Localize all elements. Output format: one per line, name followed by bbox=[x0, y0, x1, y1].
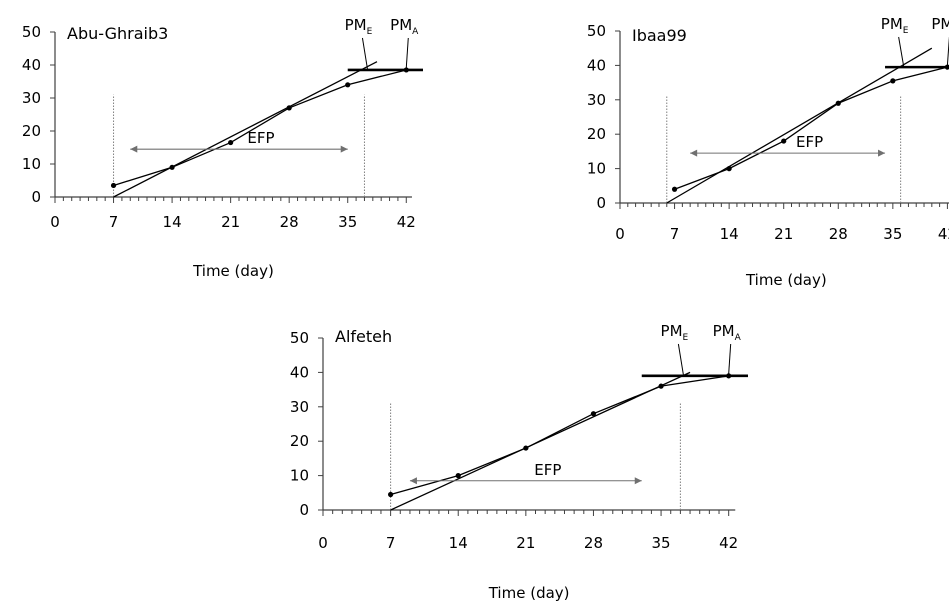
x-tick-label: 21 bbox=[221, 213, 240, 231]
data-series-line bbox=[674, 66, 948, 190]
pm-e-pointer bbox=[898, 36, 905, 67]
data-point bbox=[228, 139, 234, 146]
data-series-line bbox=[390, 375, 729, 496]
x-tick-label: 14 bbox=[720, 225, 739, 243]
pm-a-pointer bbox=[728, 343, 732, 374]
data-point bbox=[781, 138, 787, 144]
efp-arrowhead-right bbox=[340, 145, 348, 153]
pm-a-pointer bbox=[405, 37, 409, 68]
pm-a-label-subscript: A bbox=[412, 27, 419, 37]
y-tick-label: 50 bbox=[22, 23, 41, 41]
data-series-line bbox=[113, 69, 407, 187]
regression-line bbox=[113, 61, 378, 198]
x-tick-label: 42 bbox=[938, 225, 949, 243]
y-tick-label: 0 bbox=[31, 188, 41, 206]
x-tick-label: 0 bbox=[615, 225, 625, 243]
x-tick-label: 42 bbox=[397, 213, 416, 231]
efp-label: EFP bbox=[534, 461, 561, 479]
regression-line bbox=[390, 371, 691, 511]
pm-e-label-subscript: E bbox=[903, 26, 909, 36]
y-tick-label: 40 bbox=[587, 56, 606, 74]
pm-e-label: PME bbox=[881, 15, 909, 36]
chart-title: Alfeteh bbox=[335, 327, 392, 346]
efp-arrowhead-right bbox=[878, 149, 886, 157]
regression-line bbox=[666, 47, 933, 204]
data-point bbox=[110, 182, 117, 189]
x-axis-title: Time (day) bbox=[488, 584, 570, 602]
pm-e-pointer bbox=[361, 37, 368, 70]
x-tick-label: 21 bbox=[516, 534, 535, 552]
pm-e-label-subscript: E bbox=[367, 27, 373, 37]
efp-arrowhead-right bbox=[634, 477, 642, 485]
x-tick-label: 0 bbox=[318, 534, 328, 552]
chart-title: Abu-Ghraib3 bbox=[67, 24, 168, 43]
y-tick-label: 0 bbox=[596, 194, 606, 212]
data-point bbox=[890, 78, 896, 84]
x-tick-label: 14 bbox=[449, 534, 468, 552]
x-tick-label: 0 bbox=[50, 213, 60, 231]
x-tick-label: 42 bbox=[719, 534, 738, 552]
pm-a-label: PMA bbox=[713, 322, 742, 343]
efp-arrowhead-left bbox=[130, 145, 138, 153]
chart-panel-1: 0 7 14 21 28 35 42 0 10 20 30 40 50 Abu-Ghraib3 Time (… bbox=[22, 16, 423, 280]
x-tick-label: 7 bbox=[386, 534, 396, 552]
y-tick-label: 30 bbox=[587, 91, 606, 109]
chart-panel-2: 0 7 14 21 28 35 42 0 10 20 30 40 50 Ibaa99 Time (day) E… bbox=[587, 15, 949, 289]
pm-e-label-subscript: E bbox=[683, 333, 689, 343]
data-point bbox=[388, 491, 394, 498]
x-tick-label: 14 bbox=[163, 213, 182, 231]
x-tick-label: 7 bbox=[670, 225, 680, 243]
y-tick-label: 0 bbox=[299, 501, 309, 519]
pm-e-label: PME bbox=[345, 16, 373, 37]
pm-e-label: PME bbox=[661, 322, 689, 343]
y-tick-label: 10 bbox=[22, 155, 41, 173]
y-tick-label: 20 bbox=[22, 122, 41, 140]
efp-arrowhead-left bbox=[690, 149, 698, 157]
x-axis-title: Time (day) bbox=[745, 271, 827, 289]
chart-panel-3: 0 7 14 21 28 35 42 0 10 20 30 40 50 Alfeteh Time (day)… bbox=[290, 322, 748, 602]
efp-label: EFP bbox=[247, 129, 274, 147]
x-tick-label: 7 bbox=[109, 213, 119, 231]
x-tick-label: 21 bbox=[774, 225, 793, 243]
data-point bbox=[345, 82, 351, 88]
y-tick-label: 40 bbox=[290, 363, 309, 381]
pm-a-label: PMA bbox=[931, 15, 949, 36]
chart-title: Ibaa99 bbox=[632, 26, 687, 45]
y-tick-label: 10 bbox=[290, 467, 309, 485]
y-tick-label: 20 bbox=[290, 432, 309, 450]
data-point bbox=[455, 473, 461, 479]
pm-a-label-subscript: A bbox=[735, 333, 742, 343]
y-tick-label: 30 bbox=[290, 398, 309, 416]
pm-a-pointer bbox=[946, 36, 949, 66]
data-point bbox=[671, 186, 678, 192]
y-tick-label: 50 bbox=[290, 329, 309, 347]
efp-label: EFP bbox=[796, 133, 823, 151]
data-point bbox=[590, 411, 597, 417]
x-tick-label: 28 bbox=[584, 534, 603, 552]
y-tick-label: 10 bbox=[587, 160, 606, 178]
pm-e-pointer bbox=[677, 343, 684, 375]
x-tick-label: 28 bbox=[280, 213, 299, 231]
y-tick-label: 30 bbox=[22, 89, 41, 107]
y-tick-label: 20 bbox=[587, 125, 606, 143]
x-tick-label: 35 bbox=[652, 534, 671, 552]
pm-a-label: PMA bbox=[390, 16, 419, 37]
y-tick-label: 40 bbox=[22, 56, 41, 74]
y-tick-label: 50 bbox=[587, 22, 606, 40]
x-axis-title: Time (day) bbox=[192, 262, 274, 280]
x-tick-label: 35 bbox=[883, 225, 902, 243]
efp-arrowhead-left bbox=[409, 477, 417, 485]
x-tick-label: 28 bbox=[829, 225, 848, 243]
x-tick-label: 35 bbox=[338, 213, 357, 231]
